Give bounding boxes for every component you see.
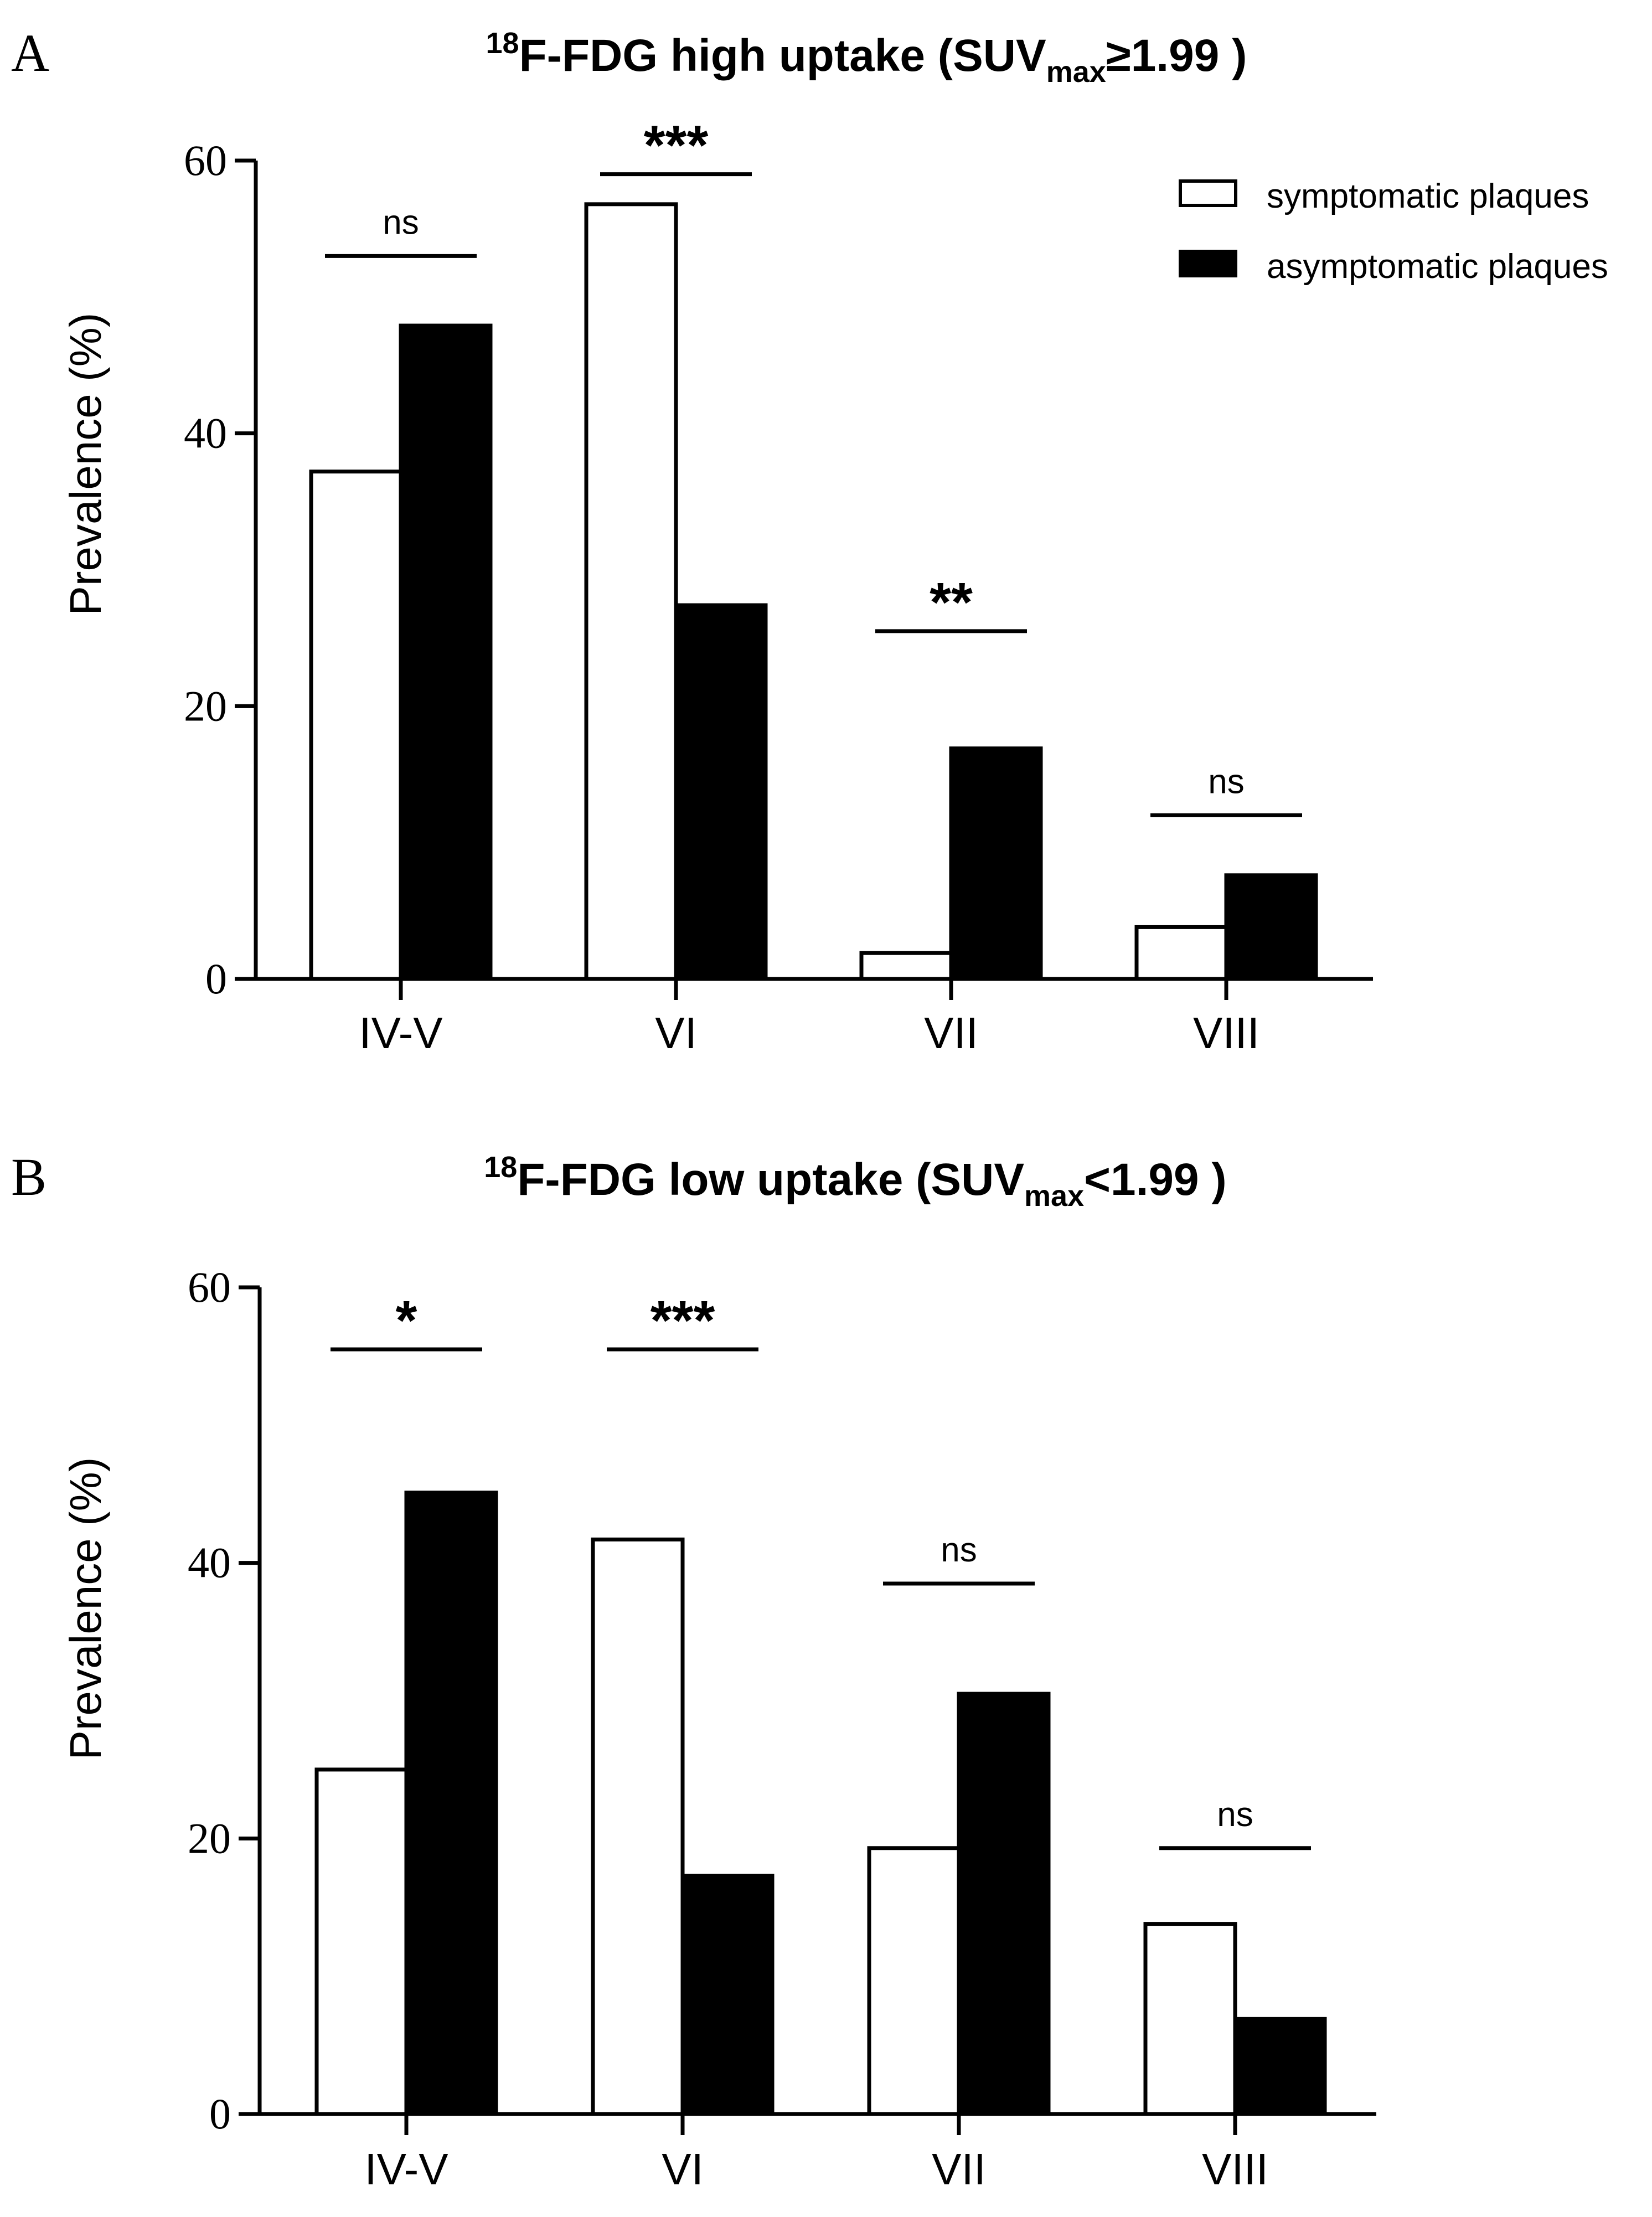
- significance-label: ***: [644, 115, 709, 177]
- chart-title: 18F-FDG low uptake (SUVmax<1.99 ): [484, 1151, 1226, 1213]
- chart-panel-a: A 18F-FDG high uptake (SUVmax≥1.99 ) Pre…: [11, 23, 1608, 1058]
- x-tick-label: IV-V: [364, 2144, 448, 2194]
- significance-label: ns: [1217, 1796, 1253, 1834]
- significance-label: *: [396, 1290, 417, 1352]
- bar-symptomatic-IV-V: [314, 1767, 409, 2116]
- significance-label: **: [930, 571, 973, 633]
- bar-symptomatic-IV-V: [309, 470, 403, 981]
- bar-symptomatic-VII: [859, 951, 953, 981]
- x-tick-label: VII: [932, 2144, 986, 2194]
- y-ticks: 0 20 40 60: [188, 1263, 260, 2138]
- legend: symptomatic plaques asymptomatic plaques: [1179, 177, 1608, 286]
- panel-label: A: [11, 23, 49, 83]
- bar-asymptomatic-IV-V: [404, 1491, 498, 2116]
- y-tick-label: 0: [209, 2090, 231, 2138]
- chart-panel-b: B 18F-FDG low uptake (SUVmax<1.99 ) Prev…: [11, 1147, 1376, 2194]
- bar-asymptomatic-VII: [949, 746, 1043, 981]
- significance-label: ns: [1208, 762, 1244, 801]
- x-tick-label: IV-V: [359, 1008, 443, 1058]
- bar-symptomatic-VIII: [1134, 925, 1228, 981]
- legend-label-symptomatic: symptomatic plaques: [1267, 177, 1589, 215]
- x-ticks: IV-V VI VII VIII: [364, 2114, 1268, 2194]
- significance-label: ***: [651, 1290, 715, 1352]
- bars: [314, 1491, 1327, 2116]
- bar-symptomatic-VI: [591, 1537, 685, 2116]
- y-axis-title: Prevalence (%): [61, 1457, 110, 1760]
- bar-symptomatic-VIII: [1143, 1922, 1237, 2116]
- legend-swatch-symptomatic: [1179, 179, 1237, 207]
- y-tick-label: 0: [205, 955, 227, 1003]
- panel-label: B: [11, 1147, 47, 1207]
- y-tick-label: 40: [188, 1539, 231, 1587]
- x-tick-label: VI: [662, 2144, 704, 2194]
- significance-label: ns: [383, 203, 419, 241]
- x-tick-label: VIII: [1193, 1008, 1259, 1058]
- bar-symptomatic-VII: [867, 1846, 961, 2116]
- bar-asymptomatic-VIII: [1233, 2017, 1327, 2116]
- y-axis-title: Prevalence (%): [61, 313, 110, 616]
- bar-asymptomatic-VI: [674, 603, 768, 981]
- bar-asymptomatic-VI: [680, 1874, 775, 2116]
- y-tick-label: 20: [188, 1814, 231, 1862]
- y-tick-label: 60: [184, 136, 227, 184]
- bar-asymptomatic-VII: [957, 1692, 1051, 2116]
- y-tick-label: 40: [184, 409, 227, 457]
- significance-label: ns: [941, 1531, 977, 1569]
- x-tick-label: VII: [924, 1008, 978, 1058]
- legend-swatch-asymptomatic: [1179, 250, 1237, 277]
- significance-annotations: ns*****ns: [325, 115, 1302, 817]
- bar-symptomatic-VI: [584, 202, 678, 981]
- x-tick-label: VI: [655, 1008, 697, 1058]
- bar-asymptomatic-IV-V: [399, 323, 493, 981]
- y-ticks: 0 20 40 60: [184, 136, 256, 1003]
- y-tick-label: 20: [184, 682, 227, 730]
- bar-asymptomatic-VIII: [1224, 873, 1318, 981]
- x-ticks: IV-V VI VII VIII: [359, 979, 1259, 1058]
- y-tick-label: 60: [188, 1263, 231, 1311]
- bars: [309, 202, 1318, 981]
- chart-title: 18F-FDG high uptake (SUVmax≥1.99 ): [486, 27, 1247, 89]
- x-tick-label: VIII: [1202, 2144, 1268, 2194]
- legend-label-asymptomatic: asymptomatic plaques: [1267, 248, 1608, 286]
